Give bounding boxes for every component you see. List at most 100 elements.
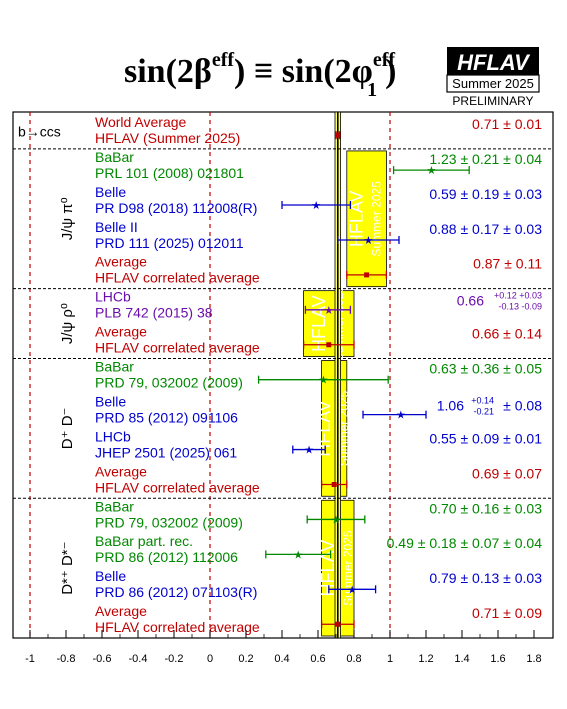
x-tick-label: -0.2 xyxy=(165,653,184,665)
row-reference: PRD 86 (2012) 112006 xyxy=(95,549,238,565)
row-experiment: Belle xyxy=(95,184,126,200)
row-reference: HFLAV correlated average xyxy=(95,340,260,356)
data-point: ★ xyxy=(293,549,303,561)
row-reference: HFLAV (Summer 2025) xyxy=(95,130,240,146)
data-point xyxy=(331,481,337,487)
title-close: ) xyxy=(385,53,396,90)
row-experiment: BaBar xyxy=(95,498,134,514)
row-value: 0.59 ± 0.19 ± 0.03 xyxy=(429,186,542,202)
data-point: ★ xyxy=(363,235,373,247)
x-tick-label: 1 xyxy=(387,653,393,665)
row-reference: HFLAV correlated average xyxy=(95,619,260,635)
row-experiment: BaBar xyxy=(95,359,134,375)
row-value: 0.71 ± 0.01 xyxy=(472,116,542,132)
row-value: 0.88 ± 0.17 ± 0.03 xyxy=(429,221,542,237)
data-point xyxy=(326,342,332,348)
title-sub2: 1 xyxy=(367,79,377,101)
x-tick-label: 0.6 xyxy=(310,653,325,665)
row-experiment: Average xyxy=(95,463,147,479)
x-tick-label: -0.4 xyxy=(129,653,148,665)
row-reference: PRD 111 (2025) 012011 xyxy=(95,235,244,251)
row-experiment: Average xyxy=(95,254,147,270)
row-value: 0.66 xyxy=(457,293,484,309)
x-tick-label: -0.6 xyxy=(93,653,112,665)
data-point: ★ xyxy=(304,445,314,457)
average-band xyxy=(346,150,387,288)
band-watermark: HFLAV xyxy=(309,295,329,352)
data-point xyxy=(335,132,341,138)
title-equiv: ) ≡ sin(2φ xyxy=(234,53,373,90)
row-value-err-lo: -0.21 xyxy=(473,406,494,416)
band-watermark-sub: Summer 2025 xyxy=(370,181,384,257)
data-point: ★ xyxy=(331,514,341,526)
logo-status: PRELIMINARY xyxy=(452,94,533,108)
row-value-tail: ± 0.08 xyxy=(503,397,542,413)
data-point: ★ xyxy=(318,375,328,387)
row-experiment: Belle xyxy=(95,568,126,584)
row-reference: PRL 101 (2008) 021801 xyxy=(95,165,244,181)
group-label: D⁺ D⁻ xyxy=(59,408,76,450)
band-watermark: HFLAV xyxy=(347,190,367,247)
row-value: 0.49 ± 0.18 ± 0.07 ± 0.04 xyxy=(387,535,543,551)
row-reference: PRD 86 (2012) 071103(R) xyxy=(95,584,257,600)
logo-name: HFLAV xyxy=(457,50,531,75)
row-value: 0.66 ± 0.14 xyxy=(472,326,542,342)
row-value: 1.23 ± 0.21 ± 0.04 xyxy=(429,151,542,167)
data-point xyxy=(364,272,370,278)
group-label: J/ψ ρ⁰ xyxy=(59,303,76,344)
x-tick-label: 1.4 xyxy=(454,653,469,665)
data-point: ★ xyxy=(347,584,357,596)
x-tick-label: 0 xyxy=(207,653,213,665)
row-value: 0.87 ± 0.11 xyxy=(473,256,542,272)
row-reference: PRD 85 (2012) 091106 xyxy=(95,409,238,425)
row-reference: PLB 742 (2015) 38 xyxy=(95,305,213,321)
average-band xyxy=(321,360,348,497)
data-point: ★ xyxy=(396,410,406,422)
x-tick-label: 0.4 xyxy=(274,653,289,665)
title-sup2: eff xyxy=(373,49,396,71)
row-experiment: Average xyxy=(95,603,147,619)
x-tick-label: 1.2 xyxy=(418,653,433,665)
group-label: J/ψ π⁰ xyxy=(59,197,76,240)
row-value: 0.71 ± 0.09 xyxy=(472,605,542,621)
x-tick-label: -0.8 xyxy=(57,653,76,665)
row-value-err-hi: +0.12 +0.03 xyxy=(494,291,542,301)
row-value: 0.79 ± 0.13 ± 0.03 xyxy=(429,570,542,586)
row-experiment: Belle II xyxy=(95,219,138,235)
data-point xyxy=(335,621,341,627)
row-value-err-lo: -0.13 -0.09 xyxy=(498,302,542,312)
row-value-err-hi: +0.14 xyxy=(471,395,494,405)
x-tick-label: 0.2 xyxy=(238,653,253,665)
group-label: b→ccs xyxy=(18,123,61,139)
band-watermark: HFLAV xyxy=(314,400,334,457)
group-separators xyxy=(13,148,553,499)
measurements: ★ ★ ★ ★ ★ ★ ★ ★ ★ ★ xyxy=(257,131,470,629)
row-reference: JHEP 2501 (2025) 061 xyxy=(95,444,237,460)
plot-frame xyxy=(12,111,554,639)
row-experiment: BaBar part. rec. xyxy=(95,533,193,549)
row-reference: PRD 79, 032002 (2009) xyxy=(95,514,243,530)
band-watermark-sub: Summer 2025 xyxy=(341,530,355,606)
x-tick-label: 1.6 xyxy=(490,653,505,665)
row-experiment: BaBar xyxy=(95,149,134,165)
reference-lines xyxy=(29,111,391,639)
x-tick-label: 0.8 xyxy=(346,653,361,665)
data-point: ★ xyxy=(426,165,436,177)
row-experiment: Belle xyxy=(95,393,126,409)
row-experiment: Average xyxy=(95,324,147,340)
x-tick-label: -1 xyxy=(25,653,35,665)
row-experiment: LHCb xyxy=(95,289,131,305)
row-value: 1.06 xyxy=(437,397,464,413)
title-sup1: eff xyxy=(212,49,235,71)
logo-edition: Summer 2025 xyxy=(452,76,534,91)
row-reference: PRD 79, 032002 (2009) xyxy=(95,375,243,391)
data-point: ★ xyxy=(311,200,321,212)
row-experiment: LHCb xyxy=(95,428,131,444)
row-value: 0.63 ± 0.36 ± 0.05 xyxy=(429,361,542,377)
row-value: 0.70 ± 0.16 ± 0.03 xyxy=(429,500,542,516)
chart-title: sin(2βeff) ≡ sin(2φeff 1) xyxy=(124,49,396,101)
data-point: ★ xyxy=(324,305,334,317)
